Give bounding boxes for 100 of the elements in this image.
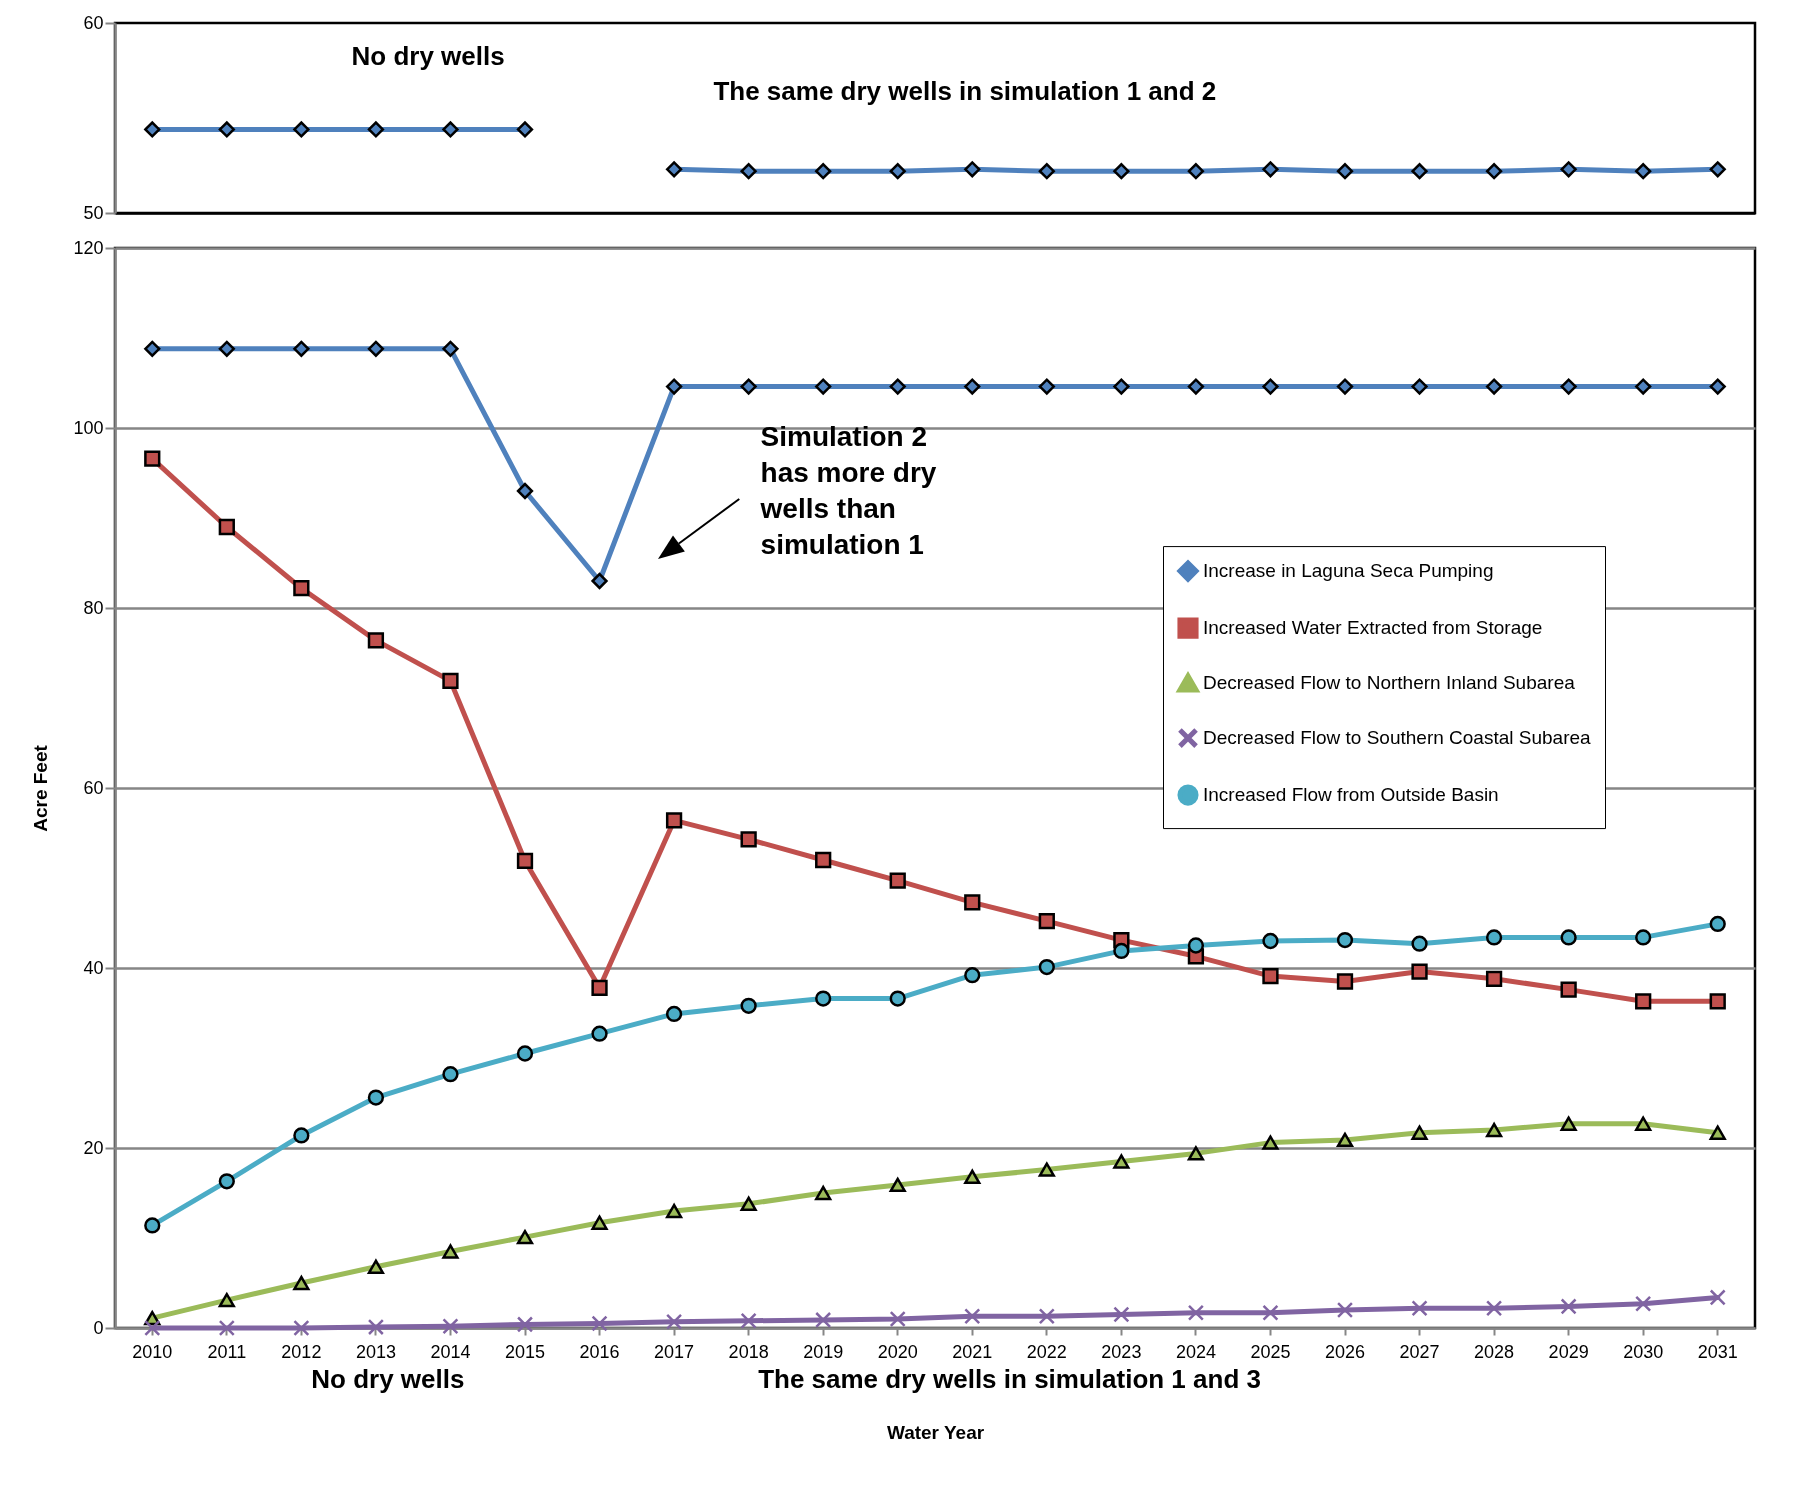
point — [591, 572, 608, 590]
point — [740, 997, 757, 1014]
x-tick-label: 2021 — [952, 1341, 993, 1362]
point — [1187, 937, 1205, 954]
x-tick-label: 2022 — [1026, 1341, 1067, 1362]
point — [1635, 378, 1652, 395]
point — [1336, 1301, 1354, 1319]
x-tick-label: 2017 — [654, 1341, 695, 1362]
point — [293, 121, 310, 138]
point — [144, 1319, 161, 1337]
y-tick-label: 120 — [73, 237, 104, 258]
point — [367, 632, 385, 649]
point — [1113, 163, 1130, 180]
point — [1187, 1304, 1205, 1321]
x-tick-label: 2029 — [1548, 1341, 1589, 1362]
point — [1485, 1300, 1503, 1317]
point — [516, 121, 534, 138]
y-tick-label: 0 — [93, 1317, 104, 1338]
point — [367, 1089, 385, 1106]
point — [1187, 378, 1205, 395]
point — [1038, 1308, 1055, 1325]
y-axis-title: Acre Feet — [30, 744, 52, 832]
point — [516, 1229, 534, 1245]
point — [889, 1310, 906, 1328]
point — [1411, 1300, 1428, 1317]
x-tick-label: 2019 — [803, 1341, 844, 1362]
point — [144, 121, 161, 138]
point — [1485, 1122, 1503, 1138]
point — [1560, 981, 1577, 998]
point — [1113, 378, 1130, 395]
point — [591, 1025, 608, 1042]
x-tick-label: 2030 — [1623, 1341, 1664, 1362]
point — [815, 1311, 832, 1329]
point — [218, 1292, 235, 1308]
point — [1709, 1289, 1726, 1306]
point — [367, 340, 385, 357]
x-tick-label: 2014 — [430, 1341, 471, 1362]
point — [1336, 931, 1354, 949]
point — [516, 1316, 534, 1333]
point — [293, 340, 310, 357]
point — [1336, 1132, 1354, 1148]
point — [1038, 163, 1055, 180]
x-tick-label: 2018 — [728, 1341, 769, 1362]
point — [1038, 378, 1055, 395]
x-tick-label: 2020 — [877, 1341, 918, 1362]
point — [367, 121, 385, 138]
point — [442, 1066, 459, 1083]
point — [1113, 1306, 1130, 1323]
point — [516, 1045, 534, 1062]
text: No dry wells — [311, 1364, 465, 1394]
x-tick-label: 2011 — [207, 1341, 247, 1362]
legend-label: Decreased Flow to Southern Coastal Subarea — [1203, 727, 1592, 749]
point — [889, 872, 906, 889]
point — [1411, 935, 1428, 952]
point — [1709, 161, 1726, 178]
point — [1336, 163, 1354, 180]
point — [1485, 378, 1503, 395]
legend-label: Increase in Laguna Seca Pumping — [1203, 560, 1494, 582]
point — [218, 340, 235, 357]
point — [1411, 1125, 1428, 1140]
x-tick-label: 2013 — [355, 1341, 396, 1362]
x-tick-label: 2010 — [132, 1341, 173, 1362]
point — [1635, 929, 1652, 946]
point — [665, 1005, 683, 1023]
point — [218, 518, 235, 536]
point — [293, 1275, 310, 1291]
point — [665, 1313, 683, 1330]
point — [1038, 958, 1055, 976]
point — [1635, 1295, 1652, 1312]
x-tick-label: 2031 — [1697, 1341, 1738, 1362]
point — [889, 163, 906, 180]
point — [740, 831, 757, 848]
point — [1560, 161, 1577, 178]
point — [740, 163, 757, 180]
point — [591, 1315, 608, 1332]
legend-label: Increased Flow from Outside Basin — [1203, 784, 1499, 806]
point — [442, 1318, 459, 1335]
point — [1187, 1146, 1205, 1161]
x-tick-label: 2023 — [1101, 1341, 1142, 1362]
x-tick-label: 2015 — [504, 1341, 546, 1362]
point — [665, 812, 683, 829]
point — [815, 990, 832, 1007]
x-tick-label: 2016 — [579, 1341, 620, 1362]
point — [1635, 993, 1652, 1010]
point — [1709, 915, 1726, 933]
point — [1113, 1154, 1130, 1169]
point — [591, 979, 608, 996]
point — [144, 450, 161, 467]
point — [442, 121, 459, 138]
point — [516, 482, 534, 500]
point — [964, 894, 981, 911]
point — [144, 1217, 161, 1234]
point — [293, 1127, 310, 1144]
y-tick-label: 80 — [83, 597, 104, 618]
y-tick-label: 40 — [83, 957, 104, 978]
point — [815, 163, 832, 180]
point — [1560, 1298, 1577, 1315]
point — [964, 967, 981, 984]
point — [591, 1215, 608, 1230]
legend-label: Decreased Flow to Northern Inland Subarea — [1203, 672, 1576, 694]
